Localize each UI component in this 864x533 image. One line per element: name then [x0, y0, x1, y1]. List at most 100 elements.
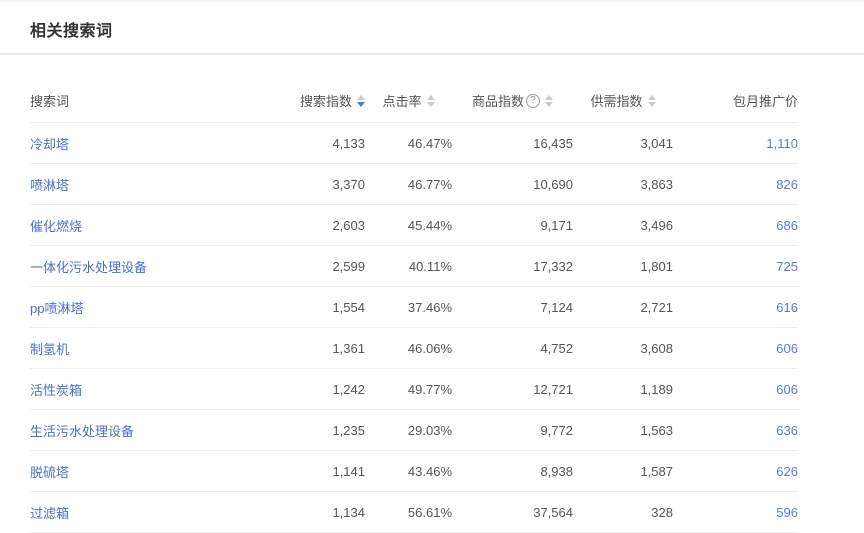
cell-search_index: 1,361 — [255, 341, 365, 356]
monthly-price-value[interactable]: 826 — [776, 176, 798, 192]
cell-supply_demand: 1,801 — [573, 259, 673, 274]
header-label-supply_demand: 供需指数 — [590, 94, 643, 109]
cell-ctr: 40.11% — [365, 259, 452, 274]
cell-keyword: 过滤箱 — [30, 503, 255, 522]
supply_demand-value: 1,587 — [640, 463, 673, 479]
keyword-link[interactable]: pp喷淋塔 — [30, 300, 84, 316]
keyword-link[interactable]: 生活污水处理设备 — [30, 423, 135, 439]
ctr-value: 37.46% — [407, 299, 452, 315]
search_index-value: 1,242 — [332, 381, 365, 397]
header-cell-product_index[interactable]: 商品指数? — [452, 91, 573, 110]
cell-ctr: 45.44% — [365, 218, 452, 233]
search_index-value: 3,370 — [332, 176, 365, 192]
cell-product_index: 9,171 — [452, 218, 573, 233]
cell-search_index: 1,554 — [255, 300, 365, 315]
cell-product_index: 17,332 — [452, 259, 573, 274]
cell-ctr: 29.03% — [365, 423, 452, 438]
monthly-price-value[interactable]: 596 — [776, 504, 798, 520]
related-search-table: 搜索词 搜索指数 点击率 商品指数? 供需指数 包月推广价 冷却塔 4,133 46.47% 1… — [0, 88, 864, 533]
help-icon[interactable]: ? — [526, 93, 540, 108]
cell-product_index: 16,435 — [452, 136, 573, 151]
header-label-product_index: 商品指数 — [471, 94, 524, 109]
keyword-link[interactable]: 过滤箱 — [30, 505, 70, 521]
cell-search_index: 1,141 — [255, 464, 365, 479]
table-row: 制氢机 1,361 46.06% 4,752 3,608 606 — [30, 328, 798, 369]
sort-button-ctr[interactable] — [426, 94, 435, 107]
table-row: pp喷淋塔 1,554 37.46% 7,124 2,721 616 — [30, 287, 798, 328]
header-cell-ctr[interactable]: 点击率 — [365, 91, 452, 110]
cell-keyword: 制氢机 — [30, 339, 255, 358]
cell-search_index: 1,235 — [255, 423, 365, 438]
header-cell-supply_demand[interactable]: 供需指数 — [573, 91, 673, 110]
cell-product_index: 37,564 — [452, 505, 573, 520]
cell-supply_demand: 3,863 — [573, 177, 673, 192]
table-row: 活性炭箱 1,242 49.77% 12,721 1,189 606 — [30, 369, 798, 410]
cell-product_index: 8,938 — [452, 464, 573, 479]
caret-down-icon — [545, 101, 553, 107]
keyword-link[interactable]: 制氢机 — [30, 341, 70, 357]
cell-ctr: 37.46% — [365, 300, 452, 315]
sort-button-supply_demand[interactable] — [647, 94, 656, 107]
supply_demand-value: 3,041 — [640, 135, 673, 151]
keyword-link[interactable]: 一体化污水处理设备 — [30, 259, 148, 275]
cell-supply_demand: 1,189 — [573, 382, 673, 397]
search_index-value: 1,134 — [332, 504, 365, 520]
table-row: 喷淋塔 3,370 46.77% 10,690 3,863 826 — [30, 164, 798, 205]
header-label-search_index: 搜索指数 — [299, 94, 352, 109]
cell-keyword: 一体化污水处理设备 — [30, 257, 255, 276]
monthly-price-value[interactable]: 606 — [776, 340, 798, 356]
supply_demand-value: 2,721 — [640, 299, 673, 315]
ctr-value: 46.06% — [407, 340, 452, 356]
keyword-link[interactable]: 催化燃烧 — [30, 218, 83, 234]
cell-supply_demand: 2,721 — [573, 300, 673, 315]
search_index-value: 1,361 — [332, 340, 365, 356]
sort-button-search_index[interactable] — [357, 94, 365, 107]
monthly-price-value[interactable]: 636 — [776, 422, 798, 438]
keyword-link[interactable]: 喷淋塔 — [30, 177, 70, 193]
monthly-price-value[interactable]: 616 — [776, 299, 798, 315]
cell-product_index: 4,752 — [452, 341, 573, 356]
supply_demand-value: 1,189 — [640, 381, 673, 397]
monthly-price-value[interactable]: 686 — [776, 217, 798, 233]
monthly-price-value[interactable]: 626 — [776, 463, 798, 479]
keyword-link[interactable]: 活性炭箱 — [30, 382, 83, 398]
search_index-value: 2,603 — [332, 217, 365, 233]
cell-supply_demand: 1,587 — [573, 464, 673, 479]
ctr-value: 45.44% — [407, 217, 452, 233]
sort-button-product_index[interactable] — [545, 94, 553, 107]
keyword-link[interactable]: 脱硫塔 — [30, 464, 70, 480]
cell-search_index: 1,134 — [255, 505, 365, 520]
table-header-row: 搜索词 搜索指数 点击率 商品指数? 供需指数 包月推广价 — [30, 88, 798, 123]
monthly-price-value[interactable]: 1,110 — [766, 135, 798, 151]
product_index-value: 12,721 — [533, 381, 573, 397]
ctr-value: 29.03% — [407, 422, 452, 438]
product_index-value: 9,772 — [540, 422, 573, 438]
ctr-value: 40.11% — [408, 258, 452, 274]
cell-ctr: 56.61% — [365, 505, 452, 520]
caret-up-icon — [647, 94, 656, 100]
caret-down-icon — [647, 101, 656, 107]
keyword-link[interactable]: 冷却塔 — [30, 136, 70, 152]
table-row: 过滤箱 1,134 56.61% 37,564 328 596 — [30, 492, 798, 533]
panel-header: 相关搜索词 — [0, 2, 864, 55]
cell-product_index: 12,721 — [452, 382, 573, 397]
cell-search_index: 2,603 — [255, 218, 365, 233]
ctr-value: 46.77% — [407, 176, 452, 192]
cell-monthly_price: 1,110 — [673, 136, 798, 151]
cell-product_index: 10,690 — [452, 177, 573, 192]
product_index-value: 7,124 — [540, 299, 573, 315]
ctr-value: 43.46% — [407, 463, 452, 479]
cell-ctr: 46.47% — [365, 136, 452, 151]
header-cell-monthly_price: 包月推广价 — [673, 91, 798, 110]
monthly-price-value[interactable]: 725 — [776, 258, 798, 274]
header-cell-search_index[interactable]: 搜索指数 — [255, 91, 365, 110]
cell-ctr: 49.77% — [365, 382, 452, 397]
supply_demand-value: 1,563 — [640, 422, 673, 438]
monthly-price-value[interactable]: 606 — [776, 381, 798, 397]
cell-ctr: 46.77% — [365, 177, 452, 192]
supply_demand-value: 3,608 — [640, 340, 673, 356]
cell-product_index: 9,772 — [452, 423, 573, 438]
cell-ctr: 46.06% — [365, 341, 452, 356]
ctr-value: 46.47% — [407, 135, 452, 151]
header-cell-keyword: 搜索词 — [30, 91, 255, 110]
